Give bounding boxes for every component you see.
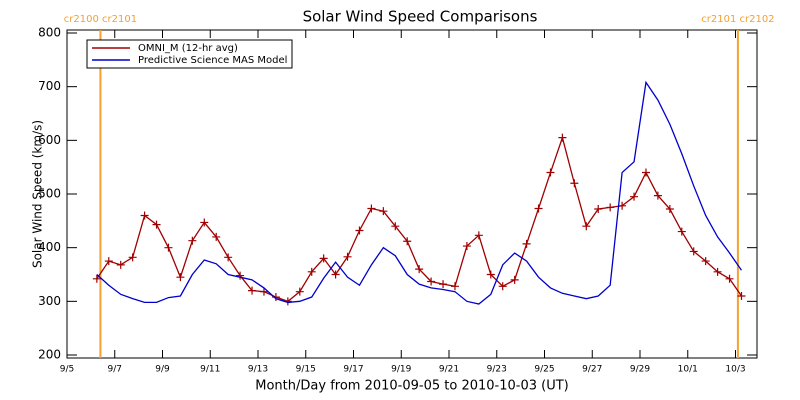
legend-box [86,39,293,69]
y-tick-label: 500 [38,187,61,201]
data-point [570,179,579,188]
y-tick-label: 400 [38,240,61,254]
legend-label: OMNI_M (12-hr avg) [138,43,238,54]
data-point [510,275,519,284]
data-point [713,267,722,276]
data-point [558,133,567,142]
data-point [248,286,257,295]
x-tick-label: 9/25 [534,365,554,375]
data-point [701,257,710,266]
x-tick-label: 9/9 [155,365,170,375]
data-point [212,232,221,241]
y-tick-label: 700 [38,79,61,93]
data-point [522,239,531,248]
data-point [403,237,412,246]
x-tick-label: 9/15 [296,365,316,375]
data-point [140,211,149,220]
data-point [236,271,245,280]
y-tick-label: 800 [38,26,61,40]
data-point [546,168,555,177]
data-point [737,291,746,300]
data-point [343,252,352,261]
x-tick-label: 9/23 [487,365,507,375]
series-line [96,80,743,305]
x-tick-label: 9/19 [391,365,411,375]
data-point [391,222,400,231]
x-tick-label: 9/11 [200,365,220,375]
data-point [331,270,340,279]
x-tick-label: 9/5 [60,365,74,375]
x-tick-label: 10/3 [725,365,745,375]
data-point [677,227,686,236]
data-point [689,247,698,256]
carrington-label: cr2101 cr2102 [701,14,774,25]
data-point [439,280,448,289]
data-point [319,254,328,263]
x-tick-label: 9/21 [439,365,459,375]
y-axis-label: Solar Wind Speed (km/s) [31,120,45,268]
y-tick-label: 600 [38,133,61,147]
data-point [594,205,603,214]
data-point [188,236,197,245]
data-point [427,277,436,286]
x-tick-label: 10/1 [678,365,698,375]
legend-label: Predictive Science MAS Model [138,55,287,66]
data-point [641,168,650,177]
x-tick-label: 9/17 [343,365,363,375]
data-point [259,287,268,296]
data-point [295,287,304,296]
x-tick-label: 9/7 [108,365,122,375]
data-point [104,257,113,266]
x-tick-label: 9/29 [630,365,650,375]
data-point [200,218,209,227]
data-point [606,203,615,212]
x-tick-label: 9/13 [248,365,268,375]
series-line [96,135,743,303]
data-point [164,243,173,252]
data-point [498,282,507,291]
data-point [653,191,662,200]
data-point [534,204,543,213]
data-point [116,260,125,269]
data-point [450,282,459,291]
data-point [92,274,101,283]
data-point [665,205,674,214]
data-point [618,201,627,210]
data-point [462,242,471,251]
data-point [128,253,137,262]
chart-title: Solar Wind Speed Comparisons [303,8,538,26]
data-point [582,222,591,231]
data-point [224,253,233,262]
data-point [486,270,495,279]
data-point [307,267,316,276]
data-point [355,226,364,235]
plot-frame [66,29,758,359]
data-point [474,231,483,240]
data-point [379,207,388,216]
y-tick-label: 200 [38,348,61,362]
x-tick-label: 9/27 [582,365,602,375]
data-point [367,204,376,213]
y-tick-label: 300 [38,294,61,308]
data-point [415,265,424,274]
data-point [725,274,734,283]
x-axis-label: Month/Day from 2010-09-05 to 2010-10-03 … [255,379,568,394]
data-point [630,192,639,201]
data-point [152,220,161,229]
carrington-label: cr2100 cr2101 [64,14,137,25]
data-point [176,273,185,282]
